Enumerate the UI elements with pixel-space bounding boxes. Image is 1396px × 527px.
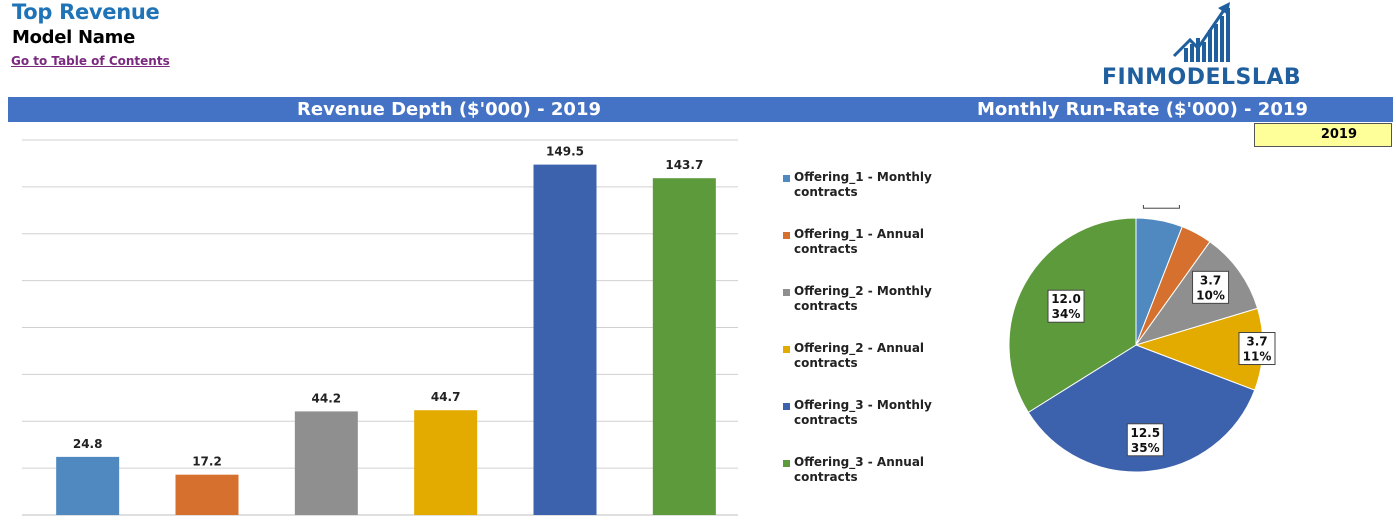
bar-chart: 24.8 17.2 44.2 44.7 149.5 143.7 <box>22 139 738 516</box>
bar-value-label: 149.5 <box>546 145 584 159</box>
pie-slice <box>1027 344 1256 473</box>
pie-label-box <box>1238 332 1276 366</box>
pie-label-box <box>1142 205 1180 209</box>
pie-data-label: 12.034% <box>1047 289 1085 323</box>
legend-item: Offering_3 - Annual contracts <box>783 455 973 512</box>
bar-value-label: 143.7 <box>665 158 703 172</box>
pie-value-label: 12.5 <box>1130 426 1160 440</box>
model-name: Model Name <box>12 27 135 48</box>
year-selector[interactable]: 2019 <box>1254 123 1392 147</box>
legend-label: Offering_2 - Annual contracts <box>794 341 925 370</box>
pie-chart: 2.16%1.44%3.710%3.711%12.535%12.034% <box>1008 205 1276 473</box>
toc-link[interactable]: Go to Table of Contents <box>11 54 170 68</box>
bar <box>56 456 120 515</box>
finmodelslab-logo: FINMODELSLAB <box>1100 0 1330 92</box>
pie-percent-label: 10% <box>1196 288 1225 302</box>
pie-percent-label: 35% <box>1131 441 1160 455</box>
logo-text: FINMODELSLAB <box>1102 65 1301 90</box>
bar-value-label: 17.2 <box>192 455 222 469</box>
legend-label: Offering_3 - Monthly contracts <box>794 398 932 427</box>
pie-data-label: 3.711% <box>1238 332 1276 366</box>
legend-swatch <box>783 460 790 467</box>
pie-label-box <box>1192 270 1230 304</box>
legend-swatch <box>783 346 790 353</box>
legend-swatch <box>783 289 790 296</box>
bar <box>414 410 478 515</box>
pie-percent-label: 6% <box>1151 205 1171 207</box>
pie-data-label: 3.710% <box>1192 270 1230 304</box>
page-title: Top Revenue <box>12 0 160 24</box>
legend-item: Offering_3 - Monthly contracts <box>783 398 973 455</box>
legend-item: Offering_1 - Annual contracts <box>783 227 973 284</box>
bar <box>652 178 716 515</box>
bar <box>533 164 597 515</box>
bar <box>175 474 239 515</box>
legend-label: Offering_1 - Annual contracts <box>794 227 925 256</box>
pie-percent-label: 11% <box>1243 350 1272 364</box>
legend-swatch <box>783 175 790 182</box>
bar-value-label: 24.8 <box>73 437 103 451</box>
pie-data-label: 2.16% <box>1142 205 1180 209</box>
legend-label: Offering_2 - Monthly contracts <box>794 284 932 313</box>
title-band <box>8 97 1393 122</box>
legend: Offering_1 - Monthly contracts Offering_1… <box>783 170 973 512</box>
pie-value-label: 3.7 <box>1246 335 1267 349</box>
pie-chart-title: Monthly Run-Rate ($'000) - 2019 <box>977 99 1308 120</box>
pie-label-box <box>1047 289 1085 323</box>
bar <box>294 411 358 515</box>
legend-item: Offering_2 - Annual contracts <box>783 341 973 398</box>
bar-value-label: 44.2 <box>312 391 342 405</box>
pie-value-label: 3.7 <box>1200 273 1221 287</box>
legend-swatch <box>783 403 790 410</box>
legend-item: Offering_1 - Monthly contracts <box>783 170 973 227</box>
logo-graphic: FINMODELSLAB <box>1102 2 1301 90</box>
pie-data-label: 12.535% <box>1126 423 1164 457</box>
pie-percent-label: 34% <box>1052 307 1081 321</box>
legend-label: Offering_1 - Monthly contracts <box>794 170 932 199</box>
legend-item: Offering_2 - Monthly contracts <box>783 284 973 341</box>
legend-swatch <box>783 232 790 239</box>
pie-value-label: 12.0 <box>1051 292 1081 306</box>
bar-value-label: 44.7 <box>431 390 461 404</box>
pie-label-box <box>1126 423 1164 457</box>
bar-chart-title: Revenue Depth ($'000) - 2019 <box>297 99 601 120</box>
legend-label: Offering_3 - Annual contracts <box>794 455 925 484</box>
